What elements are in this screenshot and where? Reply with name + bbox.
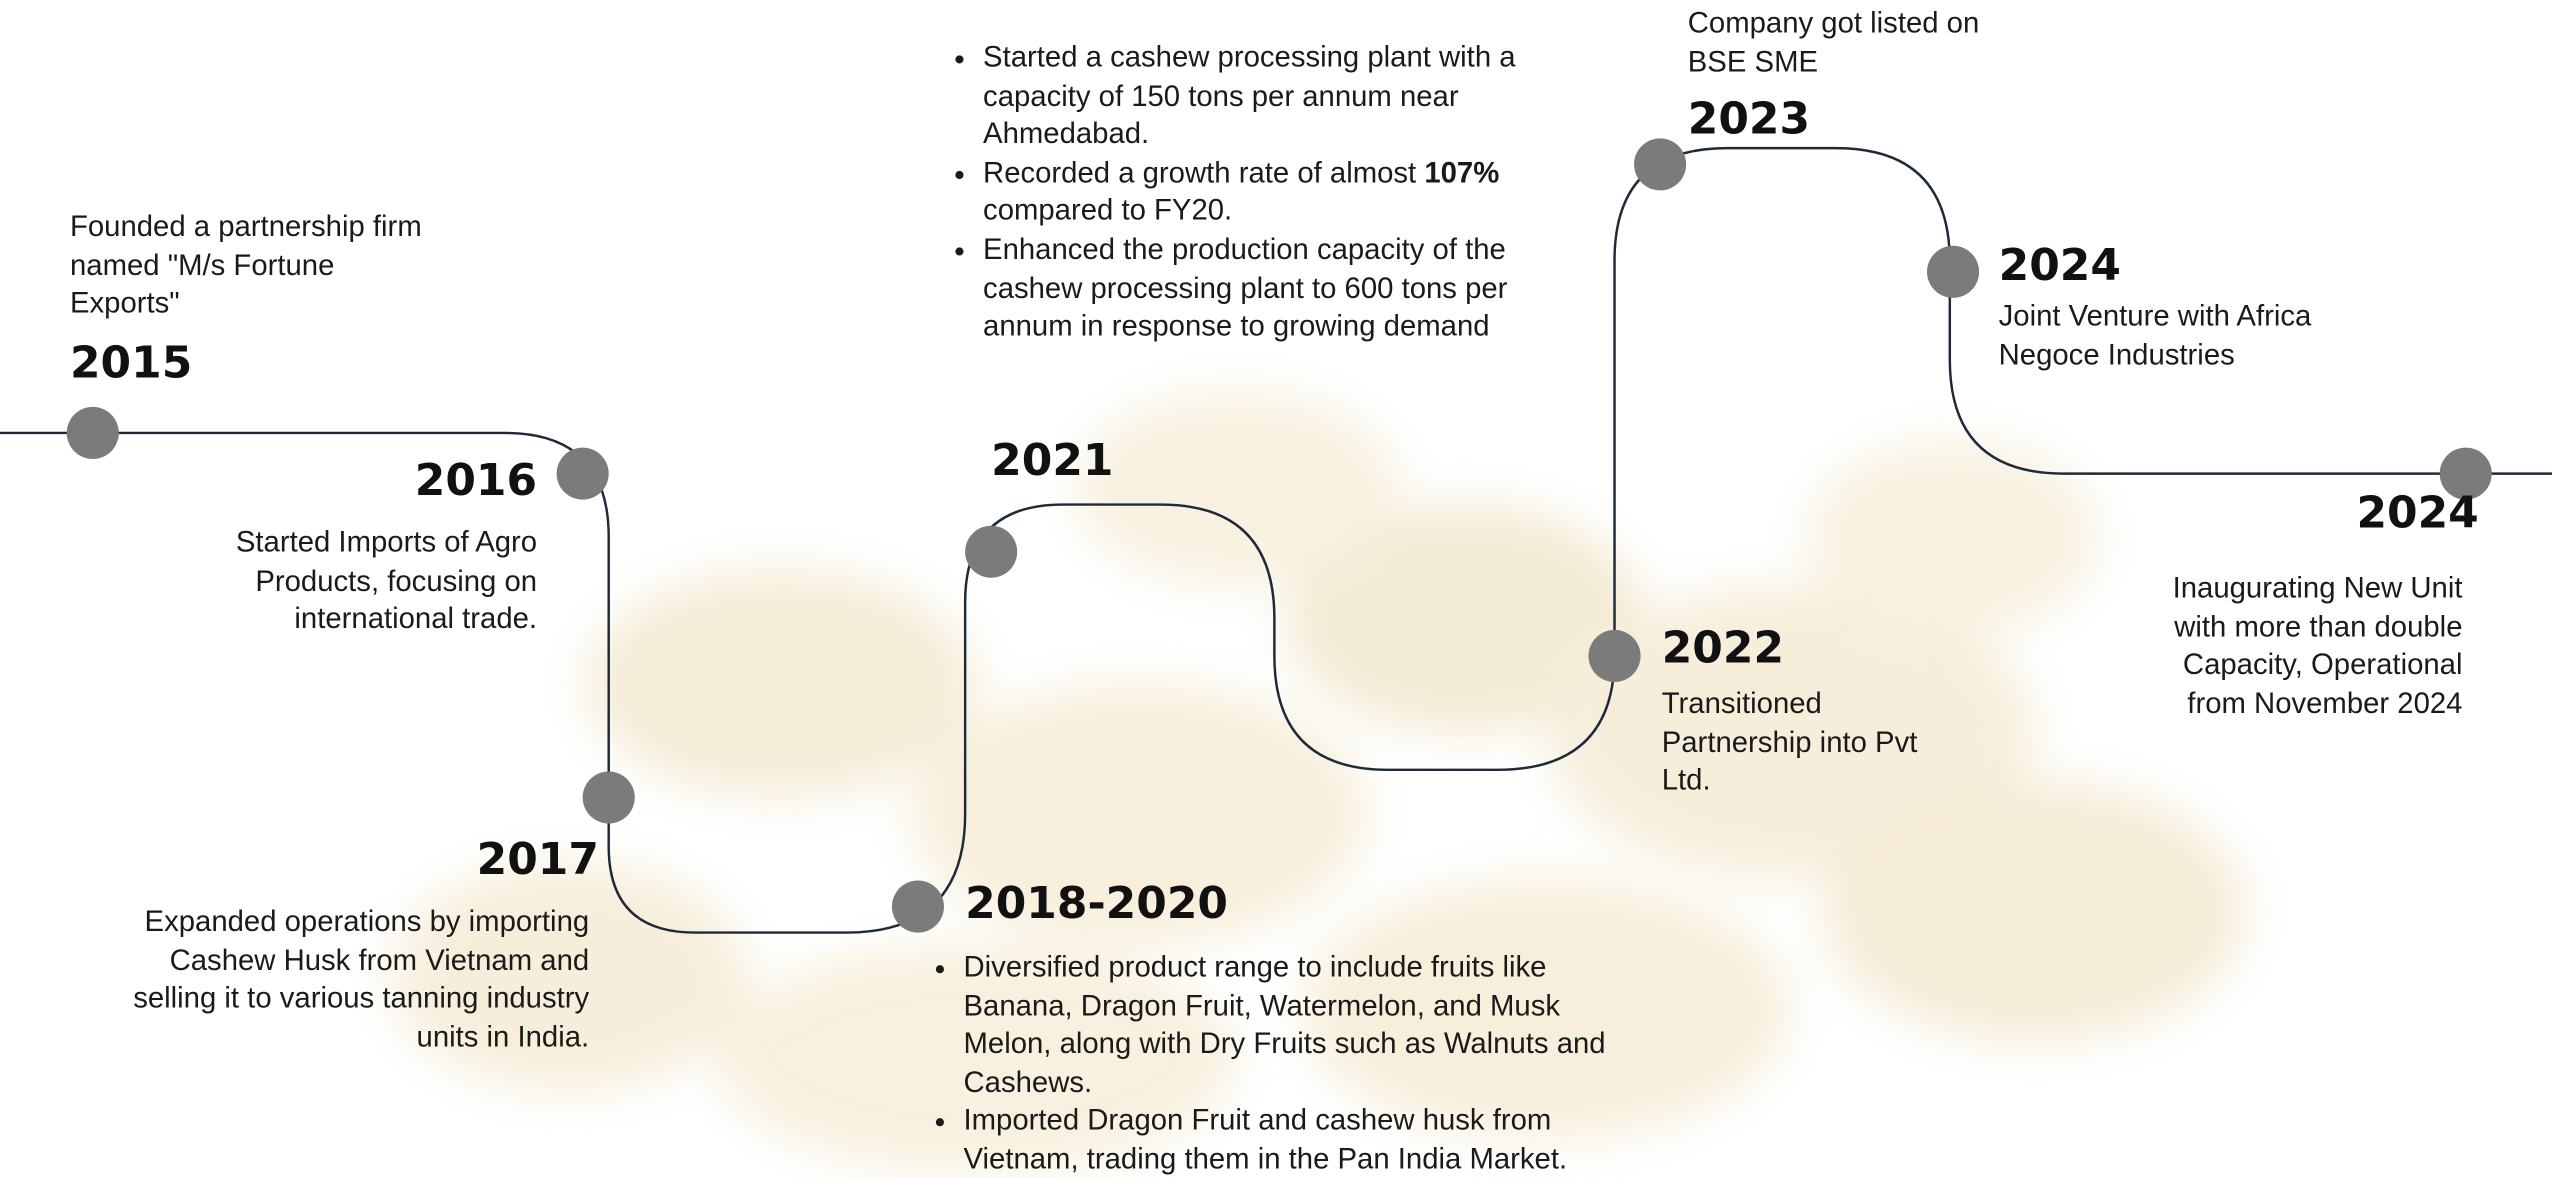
milestone-description: Started Imports of Agro Products, focusi… — [228, 524, 537, 639]
bullet-text: compared to FY20. — [983, 194, 1232, 227]
milestone-dot — [1588, 630, 1640, 682]
milestone-description: Inaugurating New Unit with more than dou… — [2137, 570, 2463, 724]
timeline: 2015 Founded a partnership firm named "M/… — [0, 0, 2552, 1178]
milestone-description: Expanded operations by importing Cashew … — [117, 903, 589, 1057]
milestone-year: 2015 — [70, 339, 192, 389]
milestone-description: Joint Venture with Africa Negoce Industr… — [1999, 298, 2381, 375]
milestone-dot — [67, 407, 119, 459]
milestone-description: Founded a partnership firm named "M/s Fo… — [70, 208, 436, 323]
milestone-year: 2016 — [415, 456, 537, 506]
milestone-dot — [965, 526, 1017, 578]
page: 2015 Founded a partnership firm named "M/… — [0, 0, 2552, 1178]
bullet-list: Diversified product range to include fru… — [923, 949, 1655, 1178]
milestone-year: 2017 — [477, 835, 599, 885]
milestone-year: 2024 — [2356, 488, 2478, 538]
milestone-dot — [1634, 138, 1686, 190]
milestone-bullets: Diversified product range to include fru… — [923, 949, 1655, 1178]
milestone-year: 2021 — [991, 436, 1113, 486]
bullet-highlight: 107% — [1424, 156, 1499, 189]
bullet-item: Imported Dragon Fruit and cashew husk fr… — [964, 1102, 1656, 1178]
milestone-year: 2023 — [1688, 94, 1810, 144]
bullet-item: Started a cashew processing plant with a… — [983, 39, 1548, 154]
milestone-bullets: Started a cashew processing plant with a… — [942, 39, 1547, 346]
bullet-text: Recorded a growth rate of almost — [983, 156, 1424, 189]
milestone-year: 2024 — [1999, 241, 2121, 291]
milestone-year: 2022 — [1662, 623, 1784, 673]
milestone-dot — [557, 448, 609, 500]
milestone-description: Company got listed on BSE SME — [1688, 5, 1997, 82]
milestone-year: 2018-2020 — [965, 879, 1228, 929]
milestone-dot — [892, 881, 944, 933]
bullet-item: Diversified product range to include fru… — [964, 949, 1656, 1103]
bullet-item: Recorded a growth rate of almost 107% co… — [983, 154, 1548, 231]
milestone-dot — [1927, 246, 1979, 298]
bullet-item: Enhanced the production capacity of the … — [983, 231, 1548, 346]
milestone-description: Transitioned Partnership into Pvt Ltd. — [1662, 685, 1971, 800]
bullet-list: Started a cashew processing plant with a… — [942, 39, 1547, 346]
milestone-dot — [583, 771, 635, 823]
